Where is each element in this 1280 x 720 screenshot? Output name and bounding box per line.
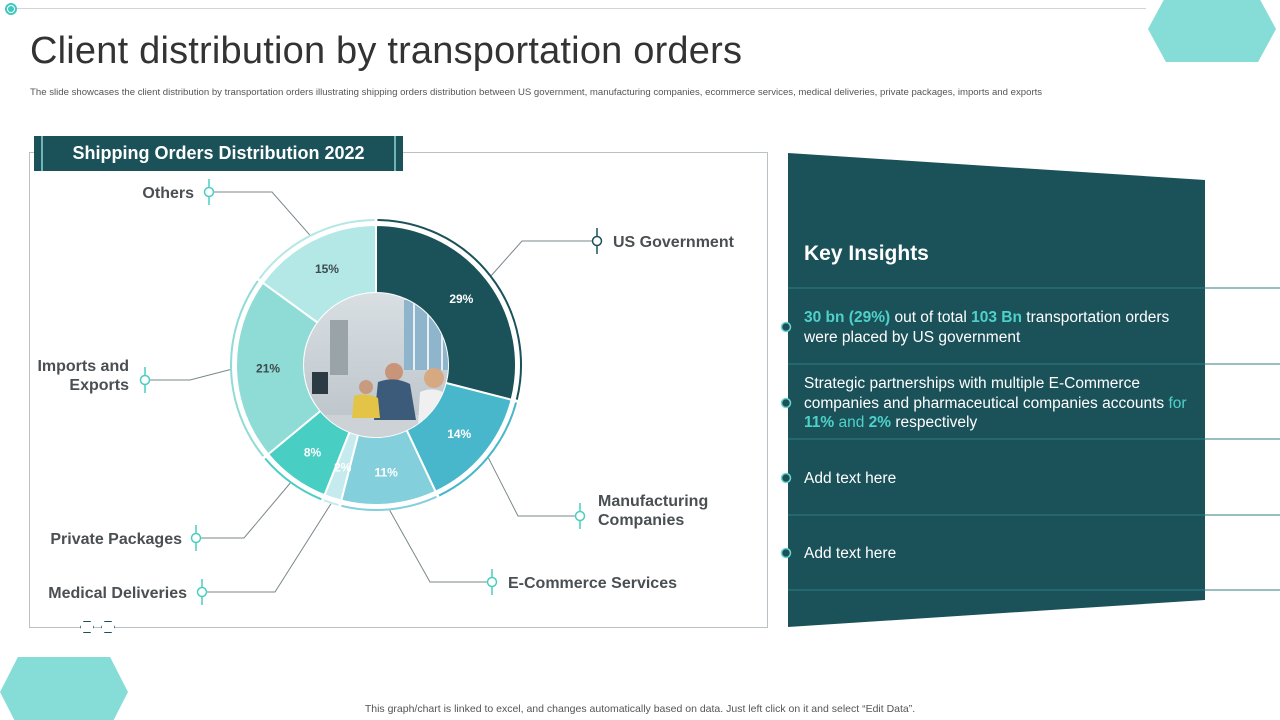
donut-slice-others xyxy=(261,223,377,325)
chart-header-label: Shipping Orders Distribution 2022 xyxy=(72,143,365,163)
insight-highlight: and xyxy=(834,414,869,431)
callout-label: US Government xyxy=(613,234,735,251)
callout-marker-icon xyxy=(203,186,215,198)
insight-text: transportation orders were placed by US … xyxy=(804,309,1170,346)
footnote: This graph/chart is linked to excel, and… xyxy=(364,703,916,715)
slice-value-label: 15% xyxy=(315,262,339,276)
donut-outer-ring xyxy=(438,402,518,497)
insight-item-2: Strategic partnerships with multiple E-C… xyxy=(804,374,1204,433)
insight-item-4: Add text here xyxy=(804,545,897,562)
decorative-hexagon-bottom xyxy=(0,657,128,720)
insight-bullet-icon xyxy=(780,397,792,409)
callout-leader-line xyxy=(145,369,231,381)
callout-marker-icon xyxy=(591,235,603,247)
callout-label: Medical Deliveries xyxy=(48,585,187,602)
insight-highlight: for xyxy=(1168,394,1187,412)
decorative-hexagon-top xyxy=(1148,0,1276,62)
insight-text: respectively xyxy=(891,414,978,431)
callout-leader-line xyxy=(490,240,597,276)
insight-item-3: Add text here xyxy=(804,470,897,487)
insights-title: Key Insights xyxy=(804,242,929,265)
donut-outer-ring xyxy=(341,495,437,511)
callout-leader-line xyxy=(389,510,492,583)
frame-hex-decor xyxy=(80,621,94,633)
callout-label: Private Packages xyxy=(50,531,182,548)
insight-highlight: 103 Bn xyxy=(971,309,1022,326)
callout-leader-line xyxy=(209,191,311,236)
slice-value-label: 8% xyxy=(304,445,322,459)
top-rule-dot xyxy=(5,3,17,15)
chart-header: Shipping Orders Distribution 2022 xyxy=(34,136,403,171)
callout-label: Imports and Exports xyxy=(37,358,129,394)
slice-value-label: 21% xyxy=(256,361,280,375)
insight-highlight: 30 bn (29%) xyxy=(804,309,891,326)
callout-leader-line xyxy=(488,457,580,517)
callout-marker-icon xyxy=(486,576,498,588)
callout-marker-icon xyxy=(139,374,151,386)
callout-marker-icon xyxy=(190,532,202,544)
insight-highlight: 2% xyxy=(868,414,892,431)
frame-hex-decor xyxy=(101,621,115,633)
insight-bullet-icon xyxy=(780,472,792,484)
insight-panel-background xyxy=(788,153,1205,627)
slide-title: Client distribution by transportation or… xyxy=(30,30,743,72)
insight-bullet-icon xyxy=(780,321,792,333)
slice-value-label: 2% xyxy=(334,461,352,475)
callout-label: E-Commerce Services xyxy=(508,575,677,592)
callout-label: Others xyxy=(142,185,194,202)
insight-text: out of total xyxy=(890,309,972,326)
slice-value-label: 14% xyxy=(447,427,471,441)
donut-outer-ring xyxy=(230,280,265,457)
donut-outer-ring xyxy=(264,457,322,501)
donut-outer-ring xyxy=(258,219,375,280)
donut-outer-ring xyxy=(323,499,339,507)
slice-value-label: 11% xyxy=(374,466,398,480)
donut-outer-ring xyxy=(377,219,522,400)
callout-leader-line xyxy=(202,503,332,593)
slide-subtitle: The slide showcases the client distribut… xyxy=(30,87,1043,98)
slice-value-label: 29% xyxy=(449,292,473,306)
callout-marker-icon xyxy=(196,586,208,598)
callout-label: Manufacturing Companies xyxy=(598,493,708,529)
callout-marker-icon xyxy=(574,510,586,522)
insight-bullet-icon xyxy=(780,547,792,559)
callout-leader-line xyxy=(196,482,291,539)
top-rule xyxy=(12,8,1146,9)
insight-highlight: 11% xyxy=(804,414,835,431)
insight-text: Strategic partnerships with multiple E-C… xyxy=(804,375,1169,412)
insight-panel xyxy=(780,153,1280,627)
team-photo xyxy=(304,293,448,437)
insight-item-1: 30 bn (29%) out of total 103 Bn transpor… xyxy=(804,308,1204,347)
